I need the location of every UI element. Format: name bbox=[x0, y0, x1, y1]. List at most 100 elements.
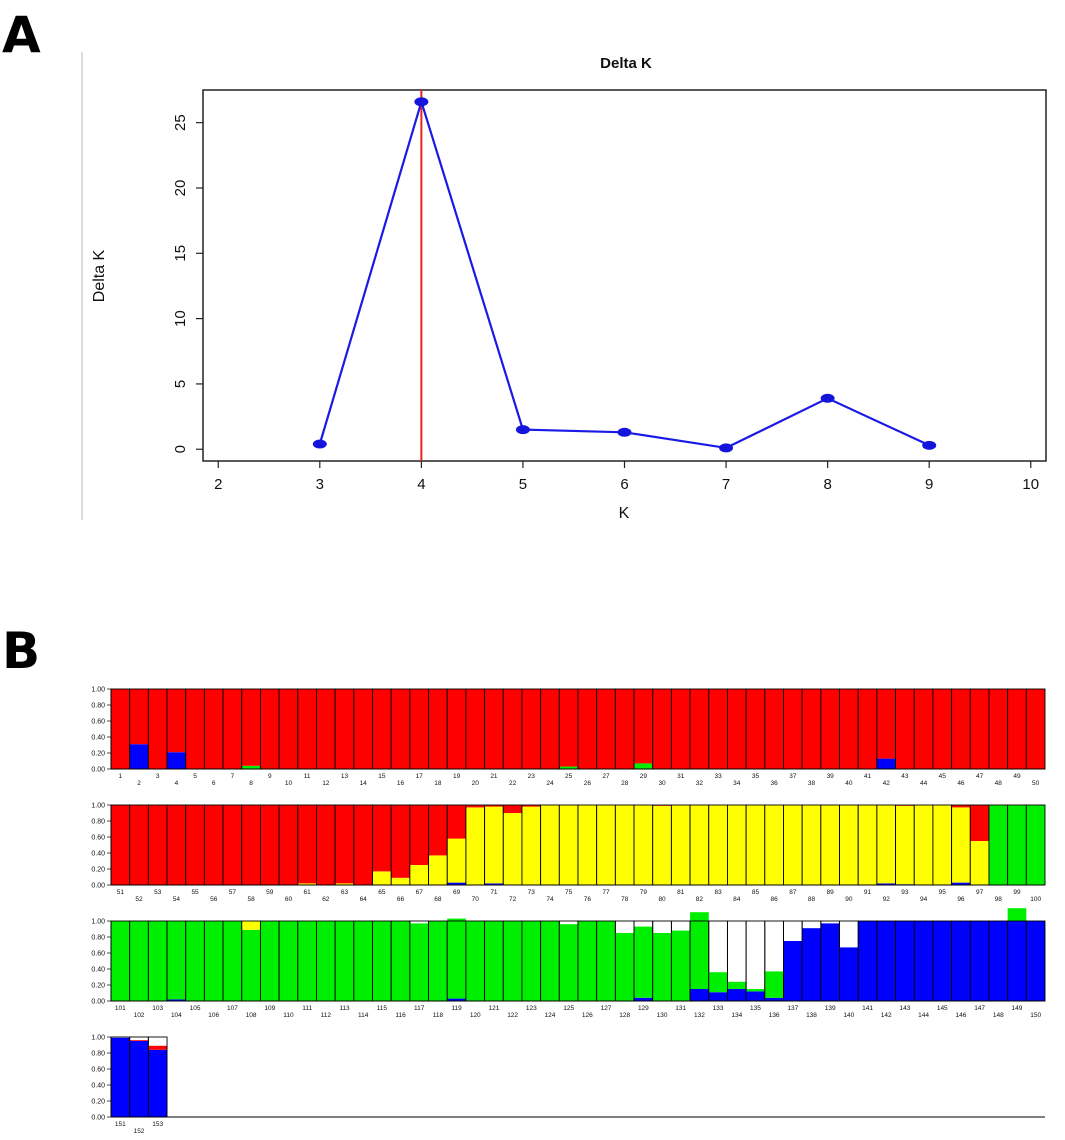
membership-bar-red bbox=[129, 805, 149, 885]
individual-label: 129 bbox=[638, 1005, 649, 1012]
individual-label: 113 bbox=[339, 1005, 350, 1012]
row-y-tick-label: 0.60 bbox=[91, 951, 105, 958]
membership-bar-green bbox=[746, 989, 765, 992]
membership-bar-yellow bbox=[802, 805, 821, 885]
x-tick-label: 9 bbox=[925, 476, 933, 493]
membership-bar-green bbox=[167, 921, 186, 1000]
individual-label: 66 bbox=[397, 896, 405, 903]
individual-label: 134 bbox=[731, 1012, 742, 1019]
row-y-tick-label: 0.40 bbox=[91, 1083, 105, 1090]
membership-bar-red bbox=[447, 689, 466, 769]
individual-label: 122 bbox=[507, 1012, 518, 1019]
individual-label: 149 bbox=[1012, 1005, 1023, 1012]
membership-bar-green bbox=[634, 926, 653, 998]
membership-bar-blue bbox=[783, 941, 803, 1001]
individual-label: 31 bbox=[677, 773, 685, 780]
delta-k-chart: Delta K K Delta K 2 3 4 5 6 7 8 9 10 0 5 10 15 20 25 bbox=[91, 55, 1047, 522]
membership-bar-yellow bbox=[839, 805, 859, 885]
individual-label: 7 bbox=[231, 773, 235, 780]
individual-label: 127 bbox=[601, 1005, 612, 1012]
individual-label: 43 bbox=[901, 773, 909, 780]
membership-bar-yellow bbox=[970, 841, 989, 885]
membership-bar-yellow bbox=[895, 805, 915, 885]
row-y-tick-label: 1.00 bbox=[91, 919, 105, 926]
row-y-tick-label: 0.80 bbox=[91, 1051, 105, 1058]
individual-label: 137 bbox=[787, 1005, 798, 1012]
individual-label: 27 bbox=[602, 773, 610, 780]
membership-bar-green bbox=[988, 805, 1008, 885]
membership-bar-red bbox=[185, 689, 205, 769]
membership-bar-red bbox=[391, 689, 410, 769]
membership-bar-yellow bbox=[708, 805, 728, 885]
individual-label: 54 bbox=[173, 896, 181, 903]
x-tick-label: 2 bbox=[214, 476, 222, 493]
membership-bar-yellow bbox=[634, 805, 653, 885]
individual-label: 103 bbox=[152, 1005, 163, 1012]
membership-bar-red bbox=[111, 689, 130, 769]
membership-bar-blue bbox=[167, 999, 186, 1001]
membership-bar-green bbox=[615, 933, 635, 1001]
individual-label: 115 bbox=[377, 1005, 388, 1012]
individual-label: 25 bbox=[565, 773, 573, 780]
membership-bar-green bbox=[652, 933, 672, 1001]
membership-bar-yellow bbox=[447, 838, 466, 883]
individual-label: 26 bbox=[584, 780, 592, 787]
membership-bar-green bbox=[1007, 908, 1027, 921]
individual-label: 28 bbox=[621, 780, 629, 787]
individual-label: 141 bbox=[862, 1005, 873, 1012]
membership-bar-green bbox=[596, 921, 616, 1001]
membership-bar-yellow bbox=[596, 805, 616, 885]
membership-bar-red bbox=[204, 689, 224, 769]
membership-bar-red bbox=[521, 805, 541, 807]
membership-bar-red bbox=[858, 689, 877, 769]
membership-bar-red bbox=[540, 689, 560, 769]
row-y-tick-label: 0.60 bbox=[91, 719, 105, 726]
individual-label: 89 bbox=[827, 889, 835, 896]
individual-label: 93 bbox=[901, 889, 909, 896]
individual-label: 6 bbox=[212, 780, 216, 787]
individual-label: 48 bbox=[995, 780, 1003, 787]
membership-bar-blue bbox=[746, 991, 765, 1001]
membership-bar-green bbox=[297, 921, 317, 1001]
membership-bar-yellow bbox=[335, 883, 354, 885]
y-tick-label: 10 bbox=[172, 310, 189, 327]
membership-bar-red bbox=[447, 805, 466, 839]
membership-bar-red bbox=[260, 805, 280, 885]
membership-bar-yellow bbox=[671, 805, 691, 885]
membership-bar-red bbox=[111, 805, 130, 885]
membership-bar-green bbox=[409, 923, 429, 1001]
individual-label: 79 bbox=[640, 889, 648, 896]
individual-label: 21 bbox=[490, 773, 498, 780]
individual-label: 78 bbox=[621, 896, 629, 903]
membership-bar-red bbox=[129, 1040, 149, 1041]
membership-bar-green bbox=[241, 929, 261, 1001]
membership-bar-yellow bbox=[559, 805, 578, 885]
delta-k-point bbox=[515, 425, 530, 435]
membership-bar-yellow bbox=[876, 805, 896, 884]
membership-bar-blue bbox=[447, 998, 466, 1001]
membership-bar-blue bbox=[727, 989, 747, 1001]
membership-bar-blue bbox=[167, 752, 186, 769]
membership-bar-red bbox=[279, 689, 298, 769]
individual-label: 5 bbox=[193, 773, 197, 780]
membership-bar-red bbox=[820, 689, 840, 769]
delta-k-plot-frame bbox=[202, 89, 1047, 462]
x-tick-label: 5 bbox=[519, 476, 527, 493]
individual-label: 52 bbox=[135, 896, 143, 903]
membership-bar-red bbox=[839, 689, 859, 769]
membership-bar-yellow bbox=[820, 805, 840, 885]
membership-bar-yellow bbox=[465, 807, 485, 885]
individual-label: 76 bbox=[584, 896, 592, 903]
y-tick-label: 0 bbox=[172, 445, 189, 453]
membership-bar-yellow bbox=[521, 806, 541, 885]
membership-bar-red bbox=[951, 689, 971, 769]
membership-bar-red bbox=[465, 805, 485, 808]
membership-bar-red bbox=[204, 805, 224, 885]
individual-label: 40 bbox=[845, 780, 853, 787]
individual-label: 80 bbox=[658, 896, 666, 903]
membership-bar-green bbox=[1026, 805, 1045, 885]
individual-label: 100 bbox=[1030, 896, 1041, 903]
membership-bar-red bbox=[559, 689, 578, 767]
membership-bar-blue bbox=[802, 928, 821, 1001]
individual-label: 110 bbox=[283, 1012, 294, 1019]
